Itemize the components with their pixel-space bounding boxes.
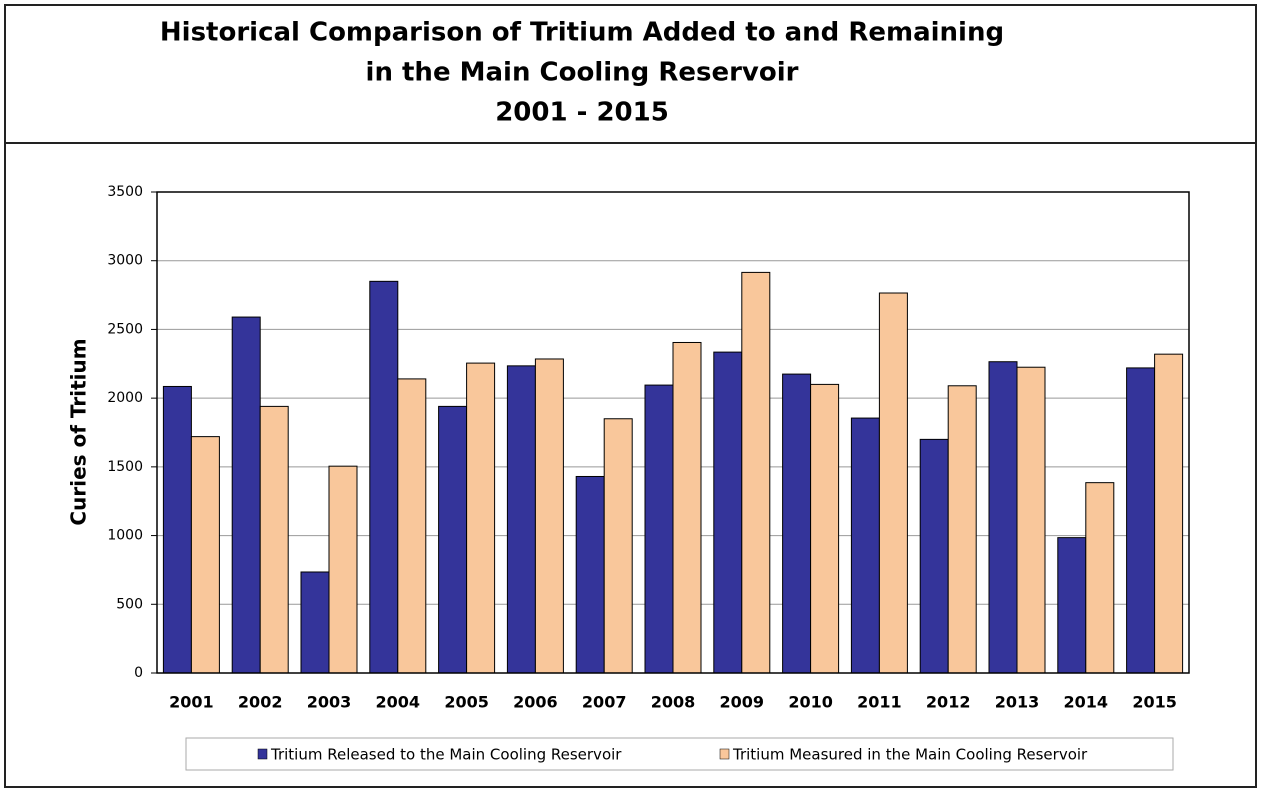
- x-tick-label: 2002: [238, 693, 283, 712]
- y-tick-label: 2000: [107, 390, 143, 406]
- x-tick-label: 2009: [720, 693, 765, 712]
- bar: [259, 405, 289, 674]
- y-tick-label: 0: [134, 665, 143, 681]
- bar: [190, 436, 220, 674]
- x-tick-label: 2005: [444, 693, 489, 712]
- bar: [575, 475, 605, 674]
- x-tick-label: 2003: [307, 693, 352, 712]
- x-tick-label: 2015: [1132, 693, 1177, 712]
- x-tick-label: 2012: [926, 693, 971, 712]
- x-tick-label: 2006: [513, 693, 558, 712]
- bar: [506, 365, 536, 674]
- bar: [1126, 367, 1156, 674]
- y-axis-label: Curies of Tritium: [67, 338, 91, 525]
- bar: [850, 417, 880, 674]
- bar: [1057, 537, 1087, 674]
- plot-border: [156, 191, 1190, 674]
- bar: [603, 418, 633, 674]
- bar: [782, 373, 812, 674]
- y-tick-label: 3500: [107, 184, 143, 200]
- bar: [397, 378, 427, 674]
- x-tick-label: 2008: [651, 693, 696, 712]
- bar: [231, 316, 261, 674]
- y-tick-label: 2500: [107, 321, 143, 337]
- bar: [919, 438, 949, 674]
- bar: [947, 385, 977, 674]
- bar: [1154, 353, 1184, 674]
- chart-title: 2001 - 2015: [495, 98, 669, 128]
- bar: [810, 383, 840, 674]
- legend: [185, 737, 1174, 771]
- bar: [878, 292, 908, 674]
- chart-title: Historical Comparison of Tritium Added t…: [160, 18, 1004, 48]
- x-tick-label: 2010: [788, 693, 833, 712]
- bar: [1085, 482, 1115, 674]
- legend-label: Tritium Measured in the Main Cooling Res…: [732, 746, 1088, 764]
- x-tick-label: 2014: [1064, 693, 1109, 712]
- bar: [300, 571, 330, 674]
- bar: [534, 358, 564, 674]
- bar: [438, 405, 468, 674]
- x-tick-label: 2001: [169, 693, 214, 712]
- bar: [644, 384, 674, 674]
- x-tick-label: 2013: [995, 693, 1040, 712]
- bar: [162, 385, 192, 674]
- bar: [369, 280, 399, 674]
- y-tick-label: 1500: [107, 459, 143, 475]
- y-tick-label: 1000: [107, 528, 143, 544]
- bar: [988, 361, 1018, 674]
- y-tick-label: 500: [116, 596, 143, 612]
- bar: [713, 351, 743, 674]
- bar: [741, 271, 771, 674]
- legend-swatch: [719, 748, 730, 760]
- bar: [1016, 366, 1046, 674]
- x-tick-label: 2011: [857, 693, 902, 712]
- legend-label: Tritium Released to the Main Cooling Res…: [270, 746, 622, 764]
- chart-title: in the Main Cooling Reservoir: [366, 58, 799, 88]
- bar: [672, 341, 702, 674]
- frame: [4, 4, 1257, 788]
- legend-swatch: [257, 748, 268, 760]
- x-tick-label: 2004: [376, 693, 421, 712]
- bar: [466, 362, 496, 674]
- x-tick-label: 2007: [582, 693, 627, 712]
- y-tick-label: 3000: [107, 253, 143, 269]
- bar: [328, 465, 358, 674]
